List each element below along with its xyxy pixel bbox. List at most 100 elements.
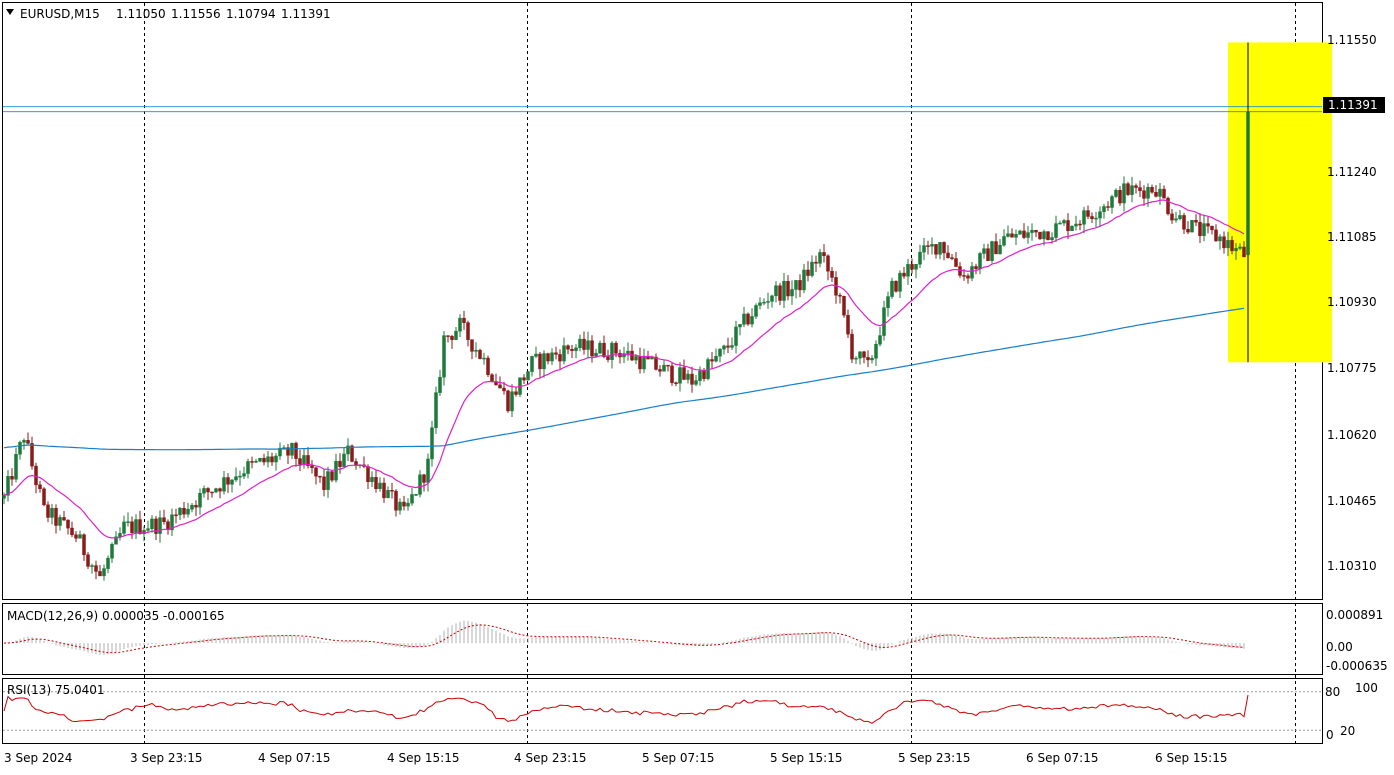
candle [1018, 229, 1022, 235]
candle-body [906, 264, 910, 277]
candle-body [1094, 217, 1098, 220]
candle-body [46, 504, 50, 518]
candle-body [454, 330, 458, 340]
candle [230, 479, 234, 493]
candle-body [278, 447, 282, 457]
candle-body [286, 447, 290, 456]
candle-body [1022, 230, 1026, 238]
candle [662, 360, 666, 372]
candle-body [930, 244, 934, 247]
candle [250, 456, 254, 469]
candle [134, 514, 138, 540]
price-tick: 1.10775 [1327, 361, 1377, 375]
candle [314, 466, 318, 485]
candle-body [526, 371, 530, 381]
candle-body [682, 367, 686, 380]
macd-tick: 0.000891 [1326, 608, 1383, 622]
candle-body [66, 519, 70, 529]
candle [214, 487, 218, 494]
price-axis[interactable]: 1.11550 1.11240 1.11085 1.10930 1.10775 … [1323, 33, 1385, 573]
candle [882, 300, 886, 341]
candle-body [530, 356, 534, 372]
candle-body [1038, 231, 1042, 240]
candle [106, 555, 110, 574]
candle [270, 452, 274, 467]
macd-panel-frame [2, 603, 1323, 675]
candle [866, 350, 870, 368]
candle-body [214, 488, 218, 493]
time-label: 5 Sep 07:15 [642, 751, 714, 765]
macd-layer [3, 620, 1245, 655]
candle-body [418, 474, 422, 495]
rsi-layer [3, 691, 1322, 731]
candle [1222, 231, 1226, 254]
candle-body [178, 508, 182, 516]
dropdown-triangle-icon[interactable] [6, 9, 14, 15]
candle-body [510, 391, 514, 412]
candle-body [1118, 189, 1122, 204]
candle [674, 381, 678, 387]
candle-body [1150, 186, 1154, 193]
candle-body [226, 477, 230, 485]
candle-body [502, 387, 506, 392]
candle [830, 266, 834, 283]
candle-body [962, 275, 966, 277]
candle-body [366, 466, 370, 482]
candle [1058, 220, 1062, 225]
candle-body [1138, 187, 1142, 191]
candle [1142, 185, 1146, 206]
candle [274, 453, 278, 471]
candle-body [378, 482, 382, 489]
candle [566, 344, 570, 355]
candle [450, 334, 454, 349]
candle [1230, 236, 1234, 255]
candle-body [626, 350, 630, 354]
candle [222, 471, 226, 495]
time-axis[interactable]: 3 Sep 2024 3 Sep 23:15 4 Sep 07:15 4 Sep… [4, 751, 1227, 765]
candle-body [462, 317, 466, 323]
time-label: 4 Sep 07:15 [258, 751, 330, 765]
candle [90, 563, 94, 574]
candle-body [1082, 210, 1086, 225]
candle-body [790, 289, 794, 297]
current-price-tag [1323, 97, 1385, 113]
highlight-box [1228, 42, 1332, 363]
candle-body [1154, 191, 1158, 197]
candle [1214, 224, 1218, 242]
candle-body [1194, 219, 1198, 223]
candle-body [538, 353, 542, 370]
candle-body [298, 458, 302, 465]
candle [338, 453, 342, 474]
candle-body [374, 477, 378, 489]
candle-body [1106, 206, 1110, 208]
candle [1166, 196, 1170, 216]
candle-body [818, 252, 822, 264]
candle-body [22, 440, 26, 443]
candle-body [310, 465, 314, 468]
candle-body [162, 517, 166, 522]
candle-body [2, 495, 6, 499]
candle-body [838, 295, 842, 297]
candle [1182, 212, 1186, 234]
candle-body [382, 482, 386, 499]
candle-body [862, 351, 866, 358]
candle [846, 309, 850, 339]
candle-body [826, 255, 830, 272]
candle [926, 240, 930, 255]
candle-body [798, 280, 802, 291]
candle-body [926, 245, 930, 247]
candle [174, 508, 178, 524]
candle [518, 377, 522, 397]
candle [198, 488, 202, 515]
candle [1026, 225, 1030, 244]
candles[interactable] [2, 42, 1250, 581]
candle-body [54, 507, 58, 526]
moving-averages [3, 199, 1245, 539]
candle-body [982, 248, 986, 254]
price-tick: 1.10310 [1327, 559, 1377, 573]
candle [618, 349, 622, 364]
candle-body [990, 241, 994, 261]
candle [298, 449, 302, 471]
candle [914, 263, 918, 279]
